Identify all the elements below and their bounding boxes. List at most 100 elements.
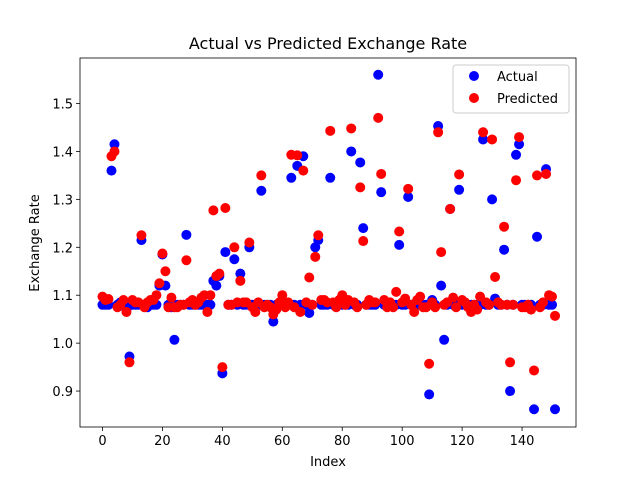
predicted-point (508, 299, 519, 310)
actual-point (373, 69, 384, 80)
legend-predicted-marker (469, 93, 479, 103)
predicted-point (151, 290, 162, 301)
legend-actual-label: Actual (497, 70, 538, 85)
x-tick-label: 80 (334, 434, 351, 449)
predicted-point (103, 294, 114, 305)
chart-title: Actual vs Predicted Exchange Rate (189, 34, 467, 53)
predicted-point (304, 272, 315, 283)
actual-point (256, 185, 267, 196)
predicted-point (121, 306, 132, 317)
predicted-point (205, 290, 216, 301)
actual-point (547, 299, 558, 310)
actual-point (169, 334, 180, 345)
predicted-point (478, 127, 489, 138)
predicted-point (400, 293, 411, 304)
predicted-point (109, 146, 120, 157)
actual-point (505, 386, 516, 397)
predicted-point (166, 292, 177, 303)
y-tick-label: 1.2 (52, 241, 73, 256)
predicted-point (499, 221, 510, 232)
actual-point (286, 172, 297, 183)
predicted-point (352, 302, 363, 313)
actual-point (181, 229, 192, 240)
actual-point (268, 316, 279, 327)
predicted-point (217, 362, 228, 373)
x-tick-label: 140 (510, 434, 535, 449)
actual-point (358, 223, 369, 234)
predicted-point (538, 297, 549, 308)
y-tick-label: 1.1 (52, 289, 73, 304)
x-tick-label: 0 (98, 434, 106, 449)
legend-box (452, 64, 570, 114)
predicted-point (388, 302, 399, 313)
predicted-point (208, 205, 219, 216)
predicted-point (415, 291, 426, 302)
actual-point (499, 244, 510, 255)
actual-point (235, 268, 246, 279)
series-predicted (97, 112, 561, 376)
actual-point (439, 334, 450, 345)
predicted-point (298, 165, 309, 176)
predicted-point (277, 290, 288, 301)
predicted-point (514, 132, 525, 143)
predicted-point (235, 275, 246, 286)
predicted-point (307, 299, 318, 310)
predicted-point (472, 304, 483, 315)
predicted-point (430, 302, 441, 313)
y-tick-label: 0.9 (52, 385, 73, 400)
predicted-point (295, 306, 306, 317)
predicted-point (157, 248, 168, 259)
predicted-point (424, 358, 435, 369)
y-tick-label: 1.3 (52, 193, 73, 208)
x-tick-label: 40 (214, 434, 231, 449)
predicted-point (436, 247, 447, 258)
x-axis: 0 20 40 60 80 100 120 140 (98, 427, 534, 449)
y-tick-label: 1.4 (52, 145, 73, 160)
predicted-point (229, 242, 240, 253)
actual-point (478, 134, 489, 145)
actual-point (211, 280, 222, 291)
predicted-point (292, 150, 303, 161)
x-tick-label: 60 (274, 434, 291, 449)
actual-point (304, 307, 315, 318)
plot-area-frame (79, 57, 577, 428)
predicted-point (244, 237, 255, 248)
y-tick-label: 1.5 (52, 98, 73, 113)
actual-point (106, 165, 117, 176)
y-axis: 0.9 1.0 1.1 1.2 1.3 1.4 1.5 (52, 98, 80, 400)
actual-point (532, 231, 543, 242)
actual-point (346, 146, 357, 157)
predicted-point (181, 255, 192, 266)
predicted-point (529, 365, 540, 376)
legend: Actual Predicted (452, 64, 570, 114)
predicted-point (550, 310, 561, 321)
predicted-point (355, 182, 366, 193)
actual-point (355, 157, 366, 168)
actual-point (514, 139, 525, 150)
predicted-point (511, 175, 522, 186)
predicted-point (346, 123, 357, 134)
predicted-point (214, 268, 225, 279)
predicted-point (394, 226, 405, 237)
actual-point (550, 404, 561, 415)
actual-point (220, 247, 231, 258)
actual-point (424, 389, 435, 400)
actual-point (529, 404, 540, 415)
x-tick-label: 20 (154, 434, 171, 449)
predicted-point (409, 306, 420, 317)
predicted-point (310, 251, 321, 262)
predicted-point (526, 304, 537, 315)
actual-point (436, 280, 447, 291)
predicted-point (376, 168, 387, 179)
x-tick-label: 120 (450, 434, 475, 449)
predicted-point (220, 203, 231, 213)
predicted-point (433, 127, 444, 138)
actual-point (394, 239, 405, 250)
predicted-point (391, 286, 402, 297)
predicted-point (487, 134, 498, 145)
legend-predicted-label: Predicted (497, 92, 558, 107)
actual-point (511, 149, 522, 160)
predicted-point (313, 230, 324, 241)
actual-point (109, 139, 120, 150)
